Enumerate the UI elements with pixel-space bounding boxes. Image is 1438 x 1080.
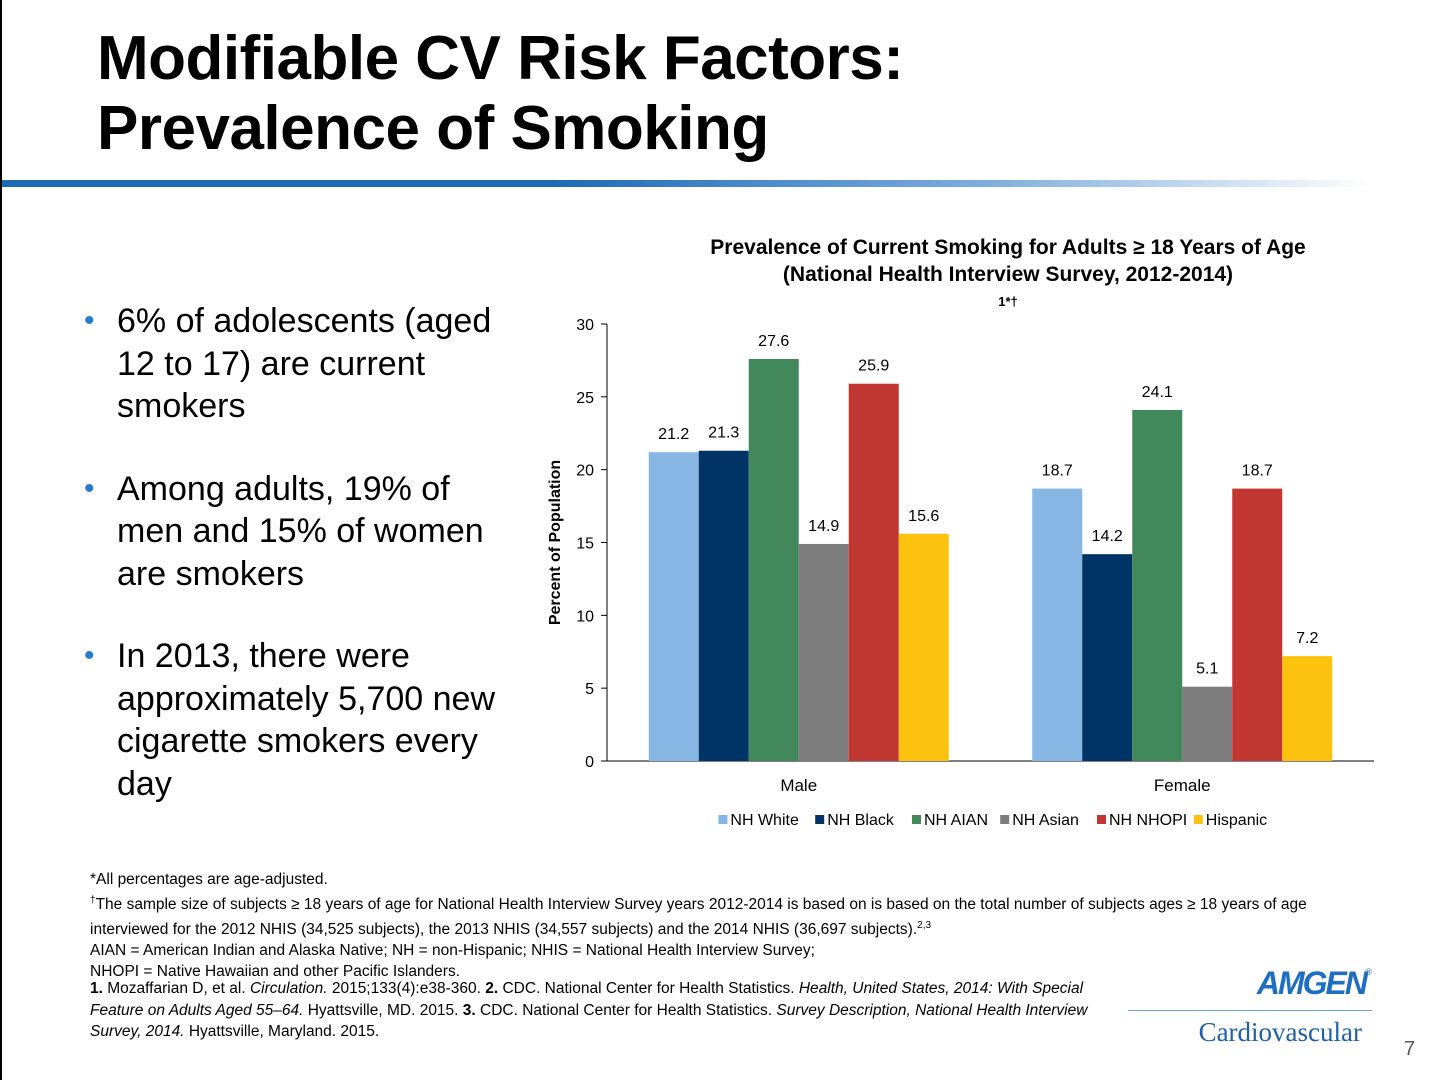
bar-value-label: 18.7 — [1042, 463, 1073, 480]
bar-nh-asian-female — [1182, 686, 1233, 761]
slide-left-border — [0, 0, 2, 1080]
reference-2-number: 2. — [485, 980, 499, 997]
legend-swatch — [1097, 815, 1106, 824]
reference-1-detail: 2015;133(4):e38-360. — [331, 980, 481, 997]
bar-hispanic-male — [898, 533, 949, 761]
bar-value-label: 24.1 — [1142, 384, 1173, 401]
bullet-dot-icon: • — [84, 304, 95, 337]
legend-entry: NH NHOPI — [1109, 812, 1187, 829]
y-axis-label: Percent of Population — [547, 460, 564, 625]
legend-entry: NH White — [730, 812, 799, 829]
bar-value-label: 27.6 — [758, 333, 789, 350]
reference-1-text: Mozaffarian D, et al. — [107, 980, 246, 997]
bullet-list: • 6% of adolescents (aged 12 to 17) are c… — [84, 300, 524, 845]
bar-value-label: 21.3 — [708, 425, 739, 442]
y-tick-label: 25 — [576, 390, 594, 407]
reference-3-title: Survey Description, National Health Inte… — [90, 1001, 1088, 1041]
footnote-abbreviations: AIAN = American Indian and Alaska Native… — [90, 942, 815, 960]
reference-text: 1. Mozaffarian D, et al. Circulation. 20… — [90, 978, 1100, 1043]
references: 1. Mozaffarian D, et al. Circulation. 20… — [90, 978, 1100, 1043]
footnote-sample-size-text: The sample size of subjects ≥ 18 years o… — [90, 896, 1307, 939]
bar-value-label: 21.2 — [658, 426, 689, 443]
bar-nh-aian-male — [748, 358, 799, 761]
amgen-logo-mark: AMGEN — [1256, 965, 1368, 1001]
reference-2-text: CDC. National Center for Health Statisti… — [502, 980, 795, 997]
bar-nh-asian-male — [798, 543, 849, 761]
chart-title-line-2: (National Health Interview Survey, 2012-… — [620, 261, 1396, 321]
y-tick-label: 15 — [576, 536, 594, 553]
y-tick-label: 30 — [576, 317, 594, 334]
bullet-text: 6% of adolescents (aged 12 to 17) are cu… — [117, 302, 492, 425]
bar-value-label: 14.9 — [808, 518, 839, 535]
bullet-text: Among adults, 19% of men and 15% of wome… — [117, 469, 484, 593]
bar-nh-aian-female — [1132, 409, 1183, 761]
reference-1-journal: Circulation. — [249, 980, 328, 997]
bar-value-label: 14.2 — [1092, 528, 1123, 545]
reference-2-detail: Hyattsville, MD. 2015. — [307, 1001, 459, 1019]
bar-nh-nhopi-female — [1232, 488, 1283, 761]
page-number: 7 — [1404, 1038, 1416, 1060]
bullet-dot-icon: • — [84, 471, 95, 505]
chart-title-superscript: 1*† — [998, 294, 1018, 309]
chart-title: Prevalence of Current Smoking for Adults… — [620, 234, 1396, 321]
bar-chart: 0 5 10 15 20 25 30 Percent of Population 21.2 21.… — [547, 317, 1374, 829]
footnote-abbreviations-2: NHOPI = Native Hawaiian and other Pacifi… — [90, 963, 461, 981]
slide-title-line-1: Modifiable CV Risk Factors: — [97, 24, 904, 93]
bar-value-label: 25.9 — [858, 358, 889, 375]
amgen-cardiovascular-logo: AMGEN ® Cardiovascular — [1128, 965, 1372, 1047]
footnote-sample-size: †The sample size of subjects ≥ 18 years … — [90, 890, 1380, 940]
bullet-dot-icon: • — [84, 639, 95, 672]
y-tick-label: 0 — [585, 754, 594, 771]
title-underline-bar — [2, 180, 1374, 187]
y-tick-label: 10 — [576, 608, 594, 625]
y-tick-label: 20 — [576, 463, 594, 480]
legend-swatch — [1000, 815, 1010, 824]
legend-swatch — [912, 815, 921, 824]
footnotes: *All percentages are age-adjusted. †The … — [90, 869, 1380, 982]
chart-title-line-2-text: (National Health Interview Survey, 2012-… — [782, 263, 1234, 286]
footnote-sample-size-refs: 2,3 — [917, 920, 932, 932]
bar-value-label: 18.7 — [1242, 463, 1273, 480]
bullet-item: • 6% of adolescents (aged 12 to 17) are c… — [84, 300, 524, 428]
legend-entry: NH AIAN — [924, 812, 988, 829]
bar-nh-black-female — [1082, 554, 1133, 761]
legend-entry: NH Black — [827, 812, 895, 829]
bar-nh-white-female — [1032, 488, 1083, 761]
reference-3-detail: Hyattsville, Maryland. 2015. — [188, 1023, 380, 1040]
bar-value-label: 7.2 — [1296, 630, 1318, 647]
bar-nh-black-male — [698, 450, 749, 761]
footnote-age-adjusted: *All percentages are age-adjusted. — [90, 871, 328, 888]
bullet-text: In 2013, there were approximately 5,700 … — [117, 637, 496, 803]
x-category-label: Male — [780, 776, 817, 795]
bar-value-label: 15.6 — [908, 508, 939, 525]
legend-entry: NH Asian — [1012, 812, 1079, 829]
slide-title: Modifiable CV Risk Factors: Prevalence o… — [97, 24, 904, 164]
y-tick-label: 5 — [585, 681, 594, 698]
reference-2-title: Health, United States, 2014: With Specia… — [90, 980, 1084, 1019]
footnote-dagger: † — [90, 895, 96, 906]
bar-nh-white-male — [648, 452, 699, 761]
x-category-label: Female — [1154, 776, 1211, 795]
reference-3-number: 3. — [462, 1001, 476, 1019]
bullet-item: • In 2013, there were approximately 5,700… — [84, 635, 524, 805]
registered-mark: ® — [1365, 967, 1372, 977]
legend-swatch — [815, 815, 825, 824]
logo-division: Cardiovascular — [1198, 1017, 1362, 1047]
reference-3-text: CDC. National Center for Health Statisti… — [480, 1001, 773, 1019]
chart-title-line-1: Prevalence of Current Smoking for Adults… — [710, 236, 1306, 259]
legend-swatch — [1193, 815, 1203, 824]
bullet-item: • Among adults, 19% of men and 15% of wom… — [84, 468, 524, 596]
bar-nh-nhopi-male — [848, 383, 899, 761]
bar-value-label: 5.1 — [1196, 661, 1218, 678]
bar-hispanic-female — [1282, 656, 1333, 761]
legend-entry: Hispanic — [1206, 812, 1267, 829]
reference-1-number: 1. — [90, 980, 103, 997]
slide-title-line-2: Prevalence of Smoking — [97, 94, 769, 163]
logo-divider — [1128, 1010, 1372, 1011]
legend-swatch — [718, 815, 728, 824]
